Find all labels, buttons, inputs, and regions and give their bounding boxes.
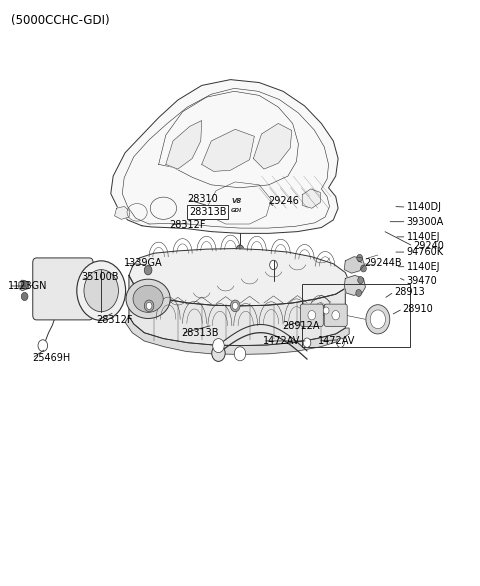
Circle shape (303, 338, 311, 347)
Text: 28312F: 28312F (169, 220, 205, 230)
Circle shape (323, 307, 329, 314)
Text: 94760K: 94760K (407, 247, 444, 257)
Polygon shape (115, 206, 130, 219)
Text: 28910: 28910 (403, 304, 433, 314)
Circle shape (234, 347, 246, 361)
Ellipse shape (126, 279, 170, 318)
Text: 1140EJ: 1140EJ (407, 262, 440, 272)
Circle shape (77, 261, 126, 321)
Text: 29244B: 29244B (364, 258, 402, 268)
Text: 1339GA: 1339GA (124, 258, 163, 268)
Text: 28310: 28310 (187, 195, 218, 205)
Circle shape (213, 339, 224, 353)
Circle shape (21, 281, 28, 289)
Text: 28313B: 28313B (181, 328, 219, 338)
Text: GDI: GDI (230, 208, 242, 213)
Polygon shape (344, 275, 365, 295)
Text: 1472AV: 1472AV (263, 336, 300, 346)
Circle shape (144, 265, 152, 275)
Circle shape (336, 338, 344, 347)
Text: 29240: 29240 (413, 241, 444, 251)
Polygon shape (202, 130, 254, 171)
Polygon shape (129, 275, 345, 346)
Circle shape (212, 345, 225, 362)
Text: 35100B: 35100B (81, 272, 119, 282)
Circle shape (236, 245, 244, 254)
Circle shape (360, 265, 366, 272)
Circle shape (332, 311, 339, 320)
Circle shape (146, 302, 152, 309)
Polygon shape (302, 189, 321, 208)
Polygon shape (129, 248, 349, 306)
Polygon shape (111, 80, 338, 233)
Text: V8: V8 (231, 198, 241, 204)
Circle shape (357, 254, 362, 261)
Text: 29246: 29246 (268, 196, 299, 206)
Polygon shape (253, 124, 292, 169)
Text: (5000CCHC-GDI): (5000CCHC-GDI) (11, 13, 110, 26)
Polygon shape (19, 280, 28, 291)
Text: 39300A: 39300A (407, 217, 444, 227)
Text: 1472AV: 1472AV (318, 336, 355, 346)
Text: 28312F: 28312F (96, 315, 133, 325)
Circle shape (38, 340, 48, 352)
Text: 39470: 39470 (407, 277, 437, 287)
Circle shape (358, 277, 363, 284)
Circle shape (21, 292, 28, 301)
Circle shape (232, 302, 238, 309)
Polygon shape (166, 121, 202, 169)
Text: 1123GN: 1123GN (8, 281, 48, 291)
Text: 25469H: 25469H (32, 353, 70, 363)
FancyBboxPatch shape (300, 304, 323, 326)
Circle shape (366, 305, 390, 334)
Circle shape (356, 289, 361, 297)
Circle shape (322, 305, 331, 316)
Circle shape (308, 311, 316, 320)
Text: 1140DJ: 1140DJ (407, 202, 442, 212)
Circle shape (230, 300, 240, 312)
Ellipse shape (133, 285, 163, 312)
Text: 28912A: 28912A (282, 321, 320, 331)
Circle shape (144, 300, 154, 312)
Bar (302, 284, 410, 347)
Circle shape (270, 260, 277, 270)
Text: 28913: 28913 (394, 287, 425, 297)
Text: 28313B: 28313B (189, 207, 226, 217)
Circle shape (84, 270, 119, 312)
Polygon shape (344, 257, 364, 273)
FancyBboxPatch shape (33, 258, 93, 320)
FancyBboxPatch shape (324, 304, 347, 326)
Circle shape (370, 310, 385, 329)
Text: 1140EJ: 1140EJ (407, 232, 440, 242)
Polygon shape (125, 316, 349, 355)
